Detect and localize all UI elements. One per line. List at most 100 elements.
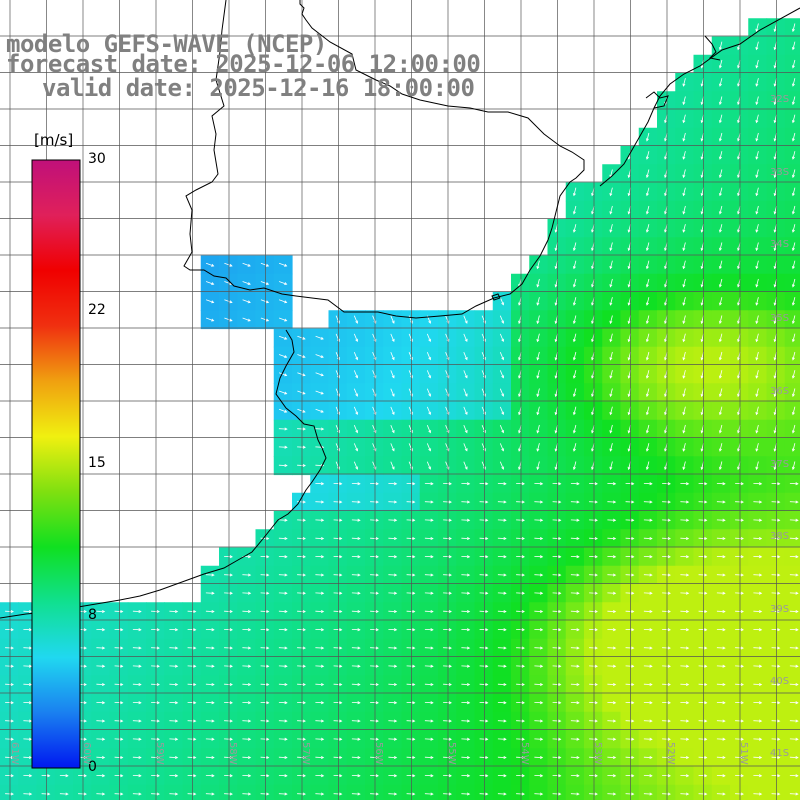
wind-arrow-head xyxy=(83,719,87,723)
wind-arrow-head xyxy=(302,427,306,431)
wind-arrow-head xyxy=(645,156,649,160)
wind-arrow-head xyxy=(302,774,306,778)
wind-arrow-head xyxy=(649,792,653,796)
wind-arrow-head xyxy=(482,430,486,434)
lat-label-39s: 39S xyxy=(770,604,790,615)
wind-arrow-head xyxy=(795,591,799,595)
wind-arrow-head xyxy=(594,482,598,486)
wind-arrow-head xyxy=(375,518,379,522)
wind-arrow-head xyxy=(572,448,576,452)
wind-arrow-head xyxy=(700,284,704,288)
wind-arrow-head xyxy=(193,774,197,778)
wind-cell xyxy=(146,784,165,800)
wind-arrow-head xyxy=(649,518,653,522)
wind-arrow-head xyxy=(482,375,486,379)
wind-arrow-head xyxy=(101,701,106,705)
wind-arrow-head xyxy=(685,591,690,595)
wind-arrow xyxy=(537,278,540,287)
wind-arrow-head xyxy=(791,284,795,288)
wind-arrow-head xyxy=(357,646,361,650)
wind-arrow-head xyxy=(704,573,708,577)
wind-arrow xyxy=(646,187,650,196)
wind-arrow-head xyxy=(758,701,763,705)
wind-arrow xyxy=(390,443,395,451)
wind-arrow xyxy=(463,388,468,397)
wind-cell xyxy=(784,784,800,800)
wind-arrow-head xyxy=(773,266,777,270)
wind-arrow-head xyxy=(266,536,270,541)
wind-arrow-head xyxy=(612,792,617,796)
wind-arrow-head xyxy=(485,555,489,559)
wind-arrow xyxy=(756,78,759,87)
wind-arrow-head xyxy=(120,664,124,668)
wind-arrow xyxy=(719,370,723,379)
wind-arrow xyxy=(792,260,796,269)
wind-arrow-head xyxy=(247,609,252,614)
wind-arrow-head xyxy=(718,430,722,434)
wind-arrow-head xyxy=(649,591,653,595)
wind-arrow xyxy=(499,370,504,378)
wind-arrow-head xyxy=(501,411,505,416)
wind-arrow xyxy=(573,297,577,306)
wind-arrow-head xyxy=(536,266,540,270)
wind-arrow-head xyxy=(448,628,452,632)
wind-arrow xyxy=(756,424,759,433)
wind-arrow xyxy=(683,333,686,342)
wind-arrow-head xyxy=(503,701,507,705)
wind-arrow xyxy=(683,96,686,105)
wind-arrow xyxy=(792,278,796,287)
wind-arrow-head xyxy=(700,211,704,215)
wind-arrow xyxy=(683,260,686,269)
wind-arrow xyxy=(719,41,723,50)
wind-arrow-head xyxy=(211,701,215,705)
wind-arrow-head xyxy=(791,412,795,416)
wind-arrow-head xyxy=(412,555,416,559)
wind-arrow-head xyxy=(700,302,704,306)
wind-arrow xyxy=(390,461,395,470)
wind-arrow-head xyxy=(755,229,759,233)
wind-arrow-head xyxy=(612,774,617,778)
wind-arrow-head xyxy=(627,247,631,252)
wind-arrow-head xyxy=(320,682,325,687)
wind-arrow-head xyxy=(539,482,544,486)
wind-arrow-head xyxy=(704,536,708,541)
wind-arrow xyxy=(719,443,723,452)
wind-arrow-head xyxy=(428,466,432,470)
wind-arrow-head xyxy=(536,466,540,471)
wind-arrow-head xyxy=(682,101,686,106)
wind-arrow-head xyxy=(645,320,649,325)
wind-arrow-head xyxy=(576,609,580,614)
wind-arrow xyxy=(353,315,358,324)
wind-arrow-head xyxy=(554,229,558,233)
wind-arrow-head xyxy=(795,573,799,577)
wind-arrow-head xyxy=(700,229,704,233)
wind-arrow-head xyxy=(229,628,233,632)
wind-arrow xyxy=(315,335,324,340)
wind-arrow-head xyxy=(339,664,343,668)
wind-arrow-head xyxy=(466,555,471,559)
wind-arrow xyxy=(756,278,759,287)
wind-arrow-head xyxy=(375,755,379,760)
wind-cell xyxy=(784,310,800,330)
wind-arrow-head xyxy=(284,737,288,741)
wind-arrow xyxy=(683,424,686,433)
wind-arrow-head xyxy=(718,448,722,452)
wind-arrow-head xyxy=(755,101,759,106)
wind-arrow-head xyxy=(539,536,544,541)
wind-arrow-head xyxy=(631,737,635,741)
wind-arrow-head xyxy=(609,284,613,288)
wind-arrow-head xyxy=(612,737,617,741)
wind-arrow-head xyxy=(393,573,398,577)
wind-arrow xyxy=(426,333,431,342)
wind-cell xyxy=(784,584,800,603)
wind-arrow-head xyxy=(755,393,759,398)
wind-arrow-head xyxy=(393,482,398,486)
wind-arrow xyxy=(537,406,540,415)
lon-label-56w: 56W xyxy=(373,742,384,765)
wind-arrow-head xyxy=(247,628,252,632)
wind-arrow-head xyxy=(466,500,471,504)
wind-arrow-head xyxy=(795,755,799,760)
wind-arrow xyxy=(499,333,504,342)
wind-arrow xyxy=(573,333,577,342)
wind-arrow-head xyxy=(791,156,795,160)
